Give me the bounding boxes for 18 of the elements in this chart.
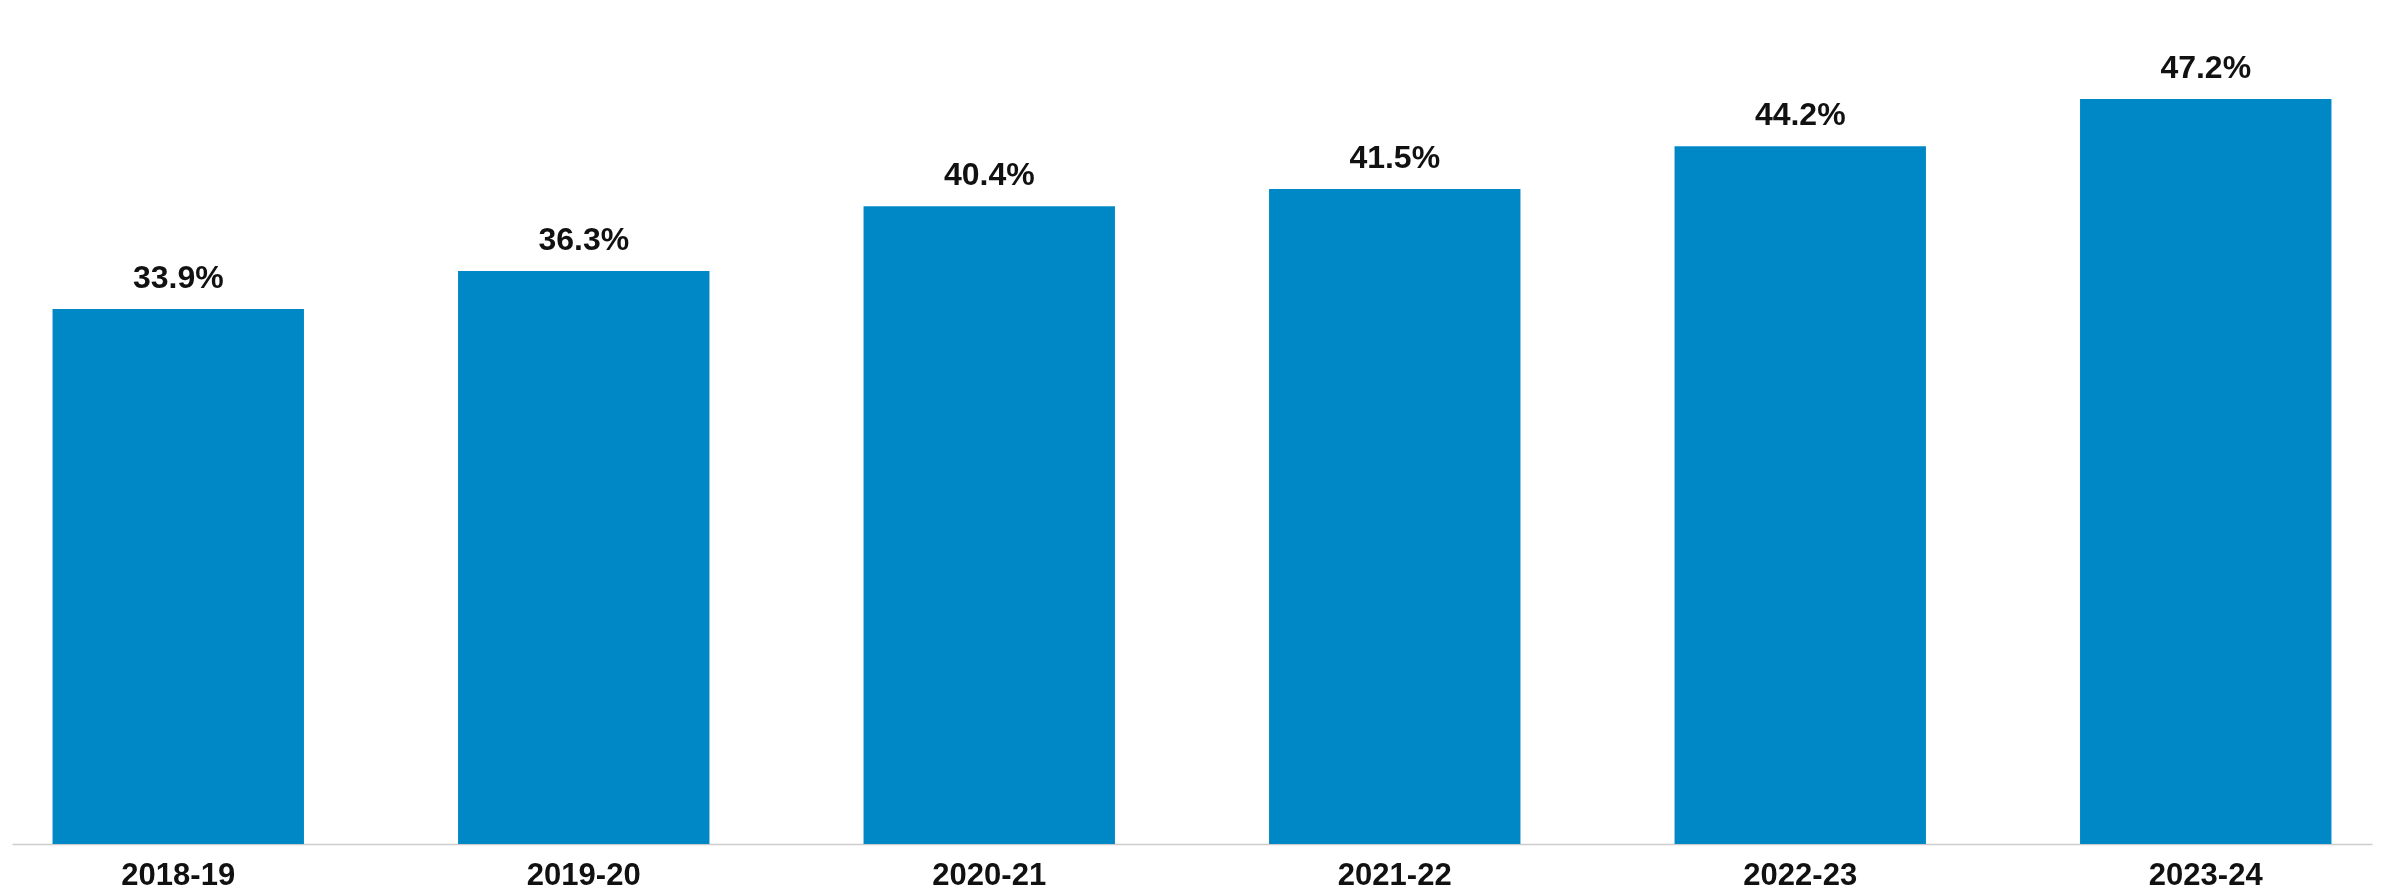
bar [1269,188,1521,844]
data-label: 33.9% [132,258,224,295]
x-tick-label: 2021-22 [1337,856,1452,892]
x-tick-label: 2022-23 [1743,856,1858,892]
data-label: 36.3% [538,221,630,258]
data-label: 44.2% [1754,96,1846,133]
data-label: 40.4% [943,156,1035,193]
x-tick-label: 2018-19 [121,856,236,892]
bar [2080,99,2332,844]
bar [863,206,1115,844]
x-tick-label: 2023-24 [2148,856,2264,892]
bar [52,308,304,844]
bar [1674,146,1926,844]
data-label: 41.5% [1349,138,1441,175]
x-tick-label: 2019-20 [526,856,641,892]
x-tick-label: 2020-21 [932,856,1047,892]
data-label: 47.2% [2160,49,2252,85]
bar [458,271,710,844]
